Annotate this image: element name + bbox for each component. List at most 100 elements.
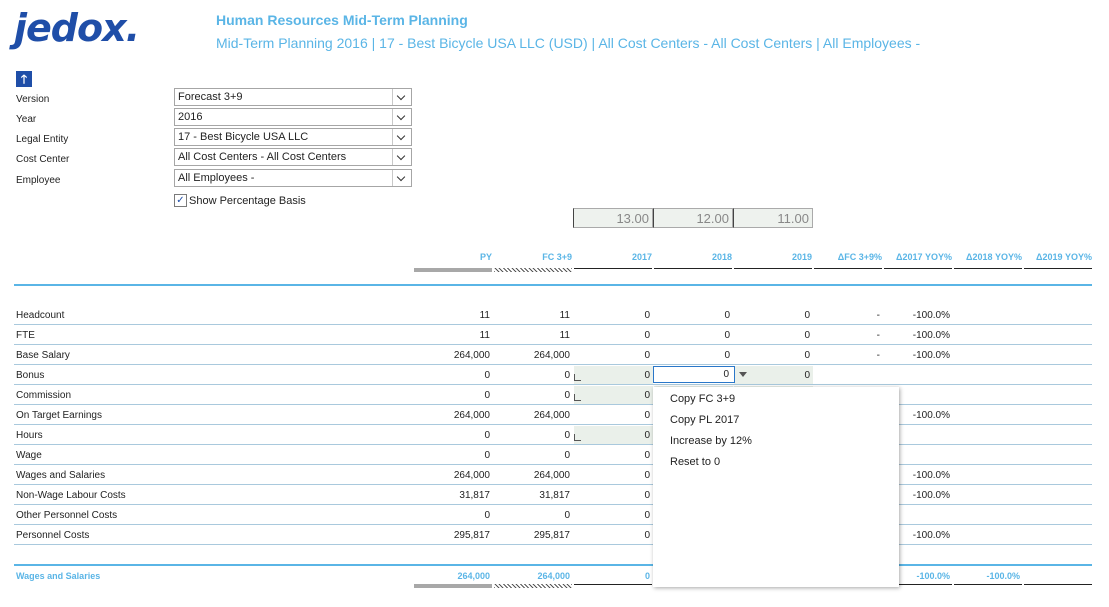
table-cell-2018[interactable]: 0 xyxy=(724,310,730,321)
cell-dropdown-icon[interactable] xyxy=(739,372,747,377)
selected-cell[interactable] xyxy=(653,366,735,383)
table-cell-2018[interactable]: 0 xyxy=(724,350,730,361)
row-divider xyxy=(14,504,1092,505)
footer-cell-d2018: -100.0% xyxy=(986,571,1020,581)
cost-center-select[interactable]: All Cost Centers - All Cost Centers xyxy=(174,148,412,166)
menu-item-copy-fc[interactable]: Copy FC 3+9 xyxy=(670,393,736,405)
table-cell-py: 0 xyxy=(484,450,490,461)
menu-item-increase[interactable]: Increase by 12% xyxy=(670,435,752,447)
menu-item-copy-pl[interactable]: Copy PL 2017 xyxy=(670,414,740,426)
table-cell-2019[interactable]: 0 xyxy=(804,310,810,321)
editable-cell[interactable] xyxy=(574,426,653,444)
table-cell-2017[interactable]: 0 xyxy=(644,530,650,541)
row-label: Wages and Salaries xyxy=(16,470,106,481)
row-label: Bonus xyxy=(16,370,45,381)
row-divider xyxy=(14,324,1092,325)
column-header-2017: 2017 xyxy=(631,252,652,262)
footer-underline xyxy=(414,584,492,588)
table-cell-d2017: -100.0% xyxy=(912,330,950,341)
percentage-basis-checkbox[interactable]: ✓ xyxy=(174,194,187,207)
row-label: Headcount xyxy=(16,310,65,321)
footer-row-label: Wages and Salaries xyxy=(16,571,101,581)
editable-cell[interactable] xyxy=(734,366,813,384)
chevron-down-icon[interactable] xyxy=(392,109,411,125)
row-label: Non-Wage Labour Costs xyxy=(16,490,126,501)
employee-select[interactable]: All Employees - xyxy=(174,169,412,187)
year-select[interactable]: 2016 xyxy=(174,108,412,126)
row-divider xyxy=(14,444,1092,445)
cell-corner-marker xyxy=(574,434,581,441)
row-divider xyxy=(14,544,1092,545)
table-cell-2017[interactable]: 0 xyxy=(644,330,650,341)
filter-label-employee: Employee xyxy=(16,175,61,186)
table-cell-py: 264,000 xyxy=(453,470,490,481)
cost-center-select-value: All Cost Centers - All Cost Centers xyxy=(178,151,347,163)
table-cell-2017[interactable]: 0 xyxy=(644,430,650,441)
report-subtitle: Mid-Term Planning 2016 | 17 - Best Bicyc… xyxy=(216,35,921,51)
table-cell-2017[interactable]: 0 xyxy=(644,490,650,501)
table-cell-2019[interactable]: 0 xyxy=(804,370,810,381)
table-cell-d2017: -100.0% xyxy=(912,530,950,541)
table-cell-2019[interactable]: 0 xyxy=(804,330,810,341)
table-cell-fc: 264,000 xyxy=(533,350,570,361)
table-cell-fc: 264,000 xyxy=(533,470,570,481)
column-header-d2019: Δ2019 YOY% xyxy=(1036,252,1092,262)
table-cell-py: 0 xyxy=(484,510,490,521)
table-cell-2019[interactable]: 0 xyxy=(804,350,810,361)
filter-label-year: Year xyxy=(16,114,37,125)
editable-cell[interactable] xyxy=(574,366,653,384)
footer-divider xyxy=(14,564,1092,566)
footer-underline xyxy=(574,584,652,585)
menu-item-reset[interactable]: Reset to 0 xyxy=(670,456,721,468)
table-cell-py: 31,817 xyxy=(459,490,490,501)
table-cell-d2017: -100.0% xyxy=(912,470,950,481)
table-cell-2018[interactable]: 0 xyxy=(724,330,730,341)
table-cell-fc: 11 xyxy=(559,310,570,321)
table-cell-py: 11 xyxy=(479,310,490,321)
row-label: Personnel Costs xyxy=(16,530,90,541)
column-underline xyxy=(1024,268,1092,269)
column-header-d2018: Δ2018 YOY% xyxy=(966,252,1022,262)
context-menu: Copy FC 3+9 Copy PL 2017 Increase by 12%… xyxy=(653,387,899,587)
row-divider xyxy=(14,384,1092,385)
chevron-down-icon[interactable] xyxy=(392,89,411,105)
table-cell-fc: 31,817 xyxy=(539,490,570,501)
table-cell-2017[interactable]: 0 xyxy=(644,510,650,521)
table-cell-py: 11 xyxy=(479,330,490,341)
chevron-down-icon[interactable] xyxy=(392,129,411,145)
column-underline xyxy=(574,268,652,269)
table-cell-2017[interactable]: 0 xyxy=(644,450,650,461)
table-cell-dfc: - xyxy=(876,330,880,341)
chevron-down-icon[interactable] xyxy=(392,149,411,165)
arrow-up-icon[interactable]: 🡑 xyxy=(16,71,32,87)
footer-underline xyxy=(494,584,572,588)
table-cell-fc: 0 xyxy=(564,430,570,441)
table-cell-2017[interactable]: 0 xyxy=(644,370,650,381)
column-underline xyxy=(884,268,952,269)
row-label: FTE xyxy=(16,330,35,341)
editable-cell[interactable] xyxy=(574,386,653,404)
filter-label-cost-center: Cost Center xyxy=(16,154,70,165)
year-select-value: 2016 xyxy=(178,111,203,123)
percentage-input-2018[interactable]: 12.00 xyxy=(653,208,733,228)
version-select-value: Forecast 3+9 xyxy=(178,91,243,103)
column-header-d2017: Δ2017 YOY% xyxy=(896,252,952,262)
table-cell-2017[interactable]: 0 xyxy=(644,410,650,421)
column-header-2019: 2019 xyxy=(791,252,812,262)
percentage-input-2017[interactable]: 13.00 xyxy=(573,208,653,228)
column-underline xyxy=(734,268,812,269)
version-select[interactable]: Forecast 3+9 xyxy=(174,88,412,106)
row-divider xyxy=(14,484,1092,485)
percentage-input-2019[interactable]: 11.00 xyxy=(733,208,813,228)
table-cell-2017[interactable]: 0 xyxy=(644,470,650,481)
table-cell-fc: 295,817 xyxy=(533,530,570,541)
table-cell-2017[interactable]: 0 xyxy=(644,390,650,401)
chevron-down-icon[interactable] xyxy=(392,170,411,186)
legal-entity-select[interactable]: 17 - Best Bicycle USA LLC xyxy=(174,128,412,146)
footer-cell-fc: 264,000 xyxy=(537,571,570,581)
column-underline xyxy=(814,268,882,269)
table-cell-2017[interactable]: 0 xyxy=(644,310,650,321)
table-cell-2017[interactable]: 0 xyxy=(644,350,650,361)
logo-text: jedox xyxy=(14,6,127,50)
table-cell-py: 0 xyxy=(484,370,490,381)
